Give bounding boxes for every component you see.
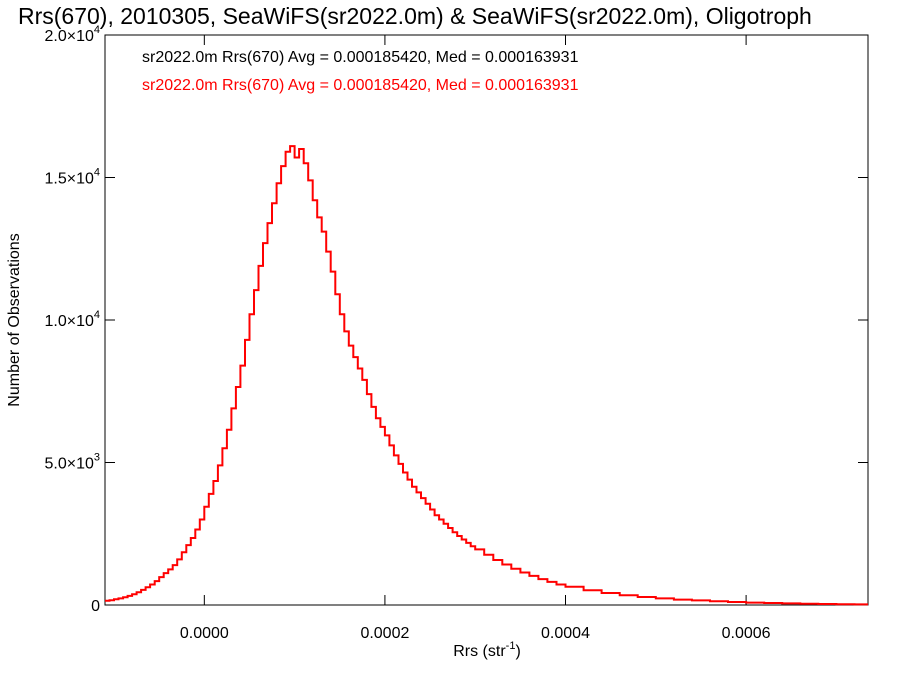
y-tick-label: 0 bbox=[91, 598, 100, 615]
x-tick-label: 0.0002 bbox=[360, 625, 409, 642]
plot-frame bbox=[104, 34, 869, 606]
y-tick-label: 1.5×104 bbox=[44, 167, 100, 188]
x-tick-label: 0.0004 bbox=[541, 625, 590, 642]
chart-title: Rrs(670), 2010305, SeaWiFS(sr2022.0m) & … bbox=[18, 3, 812, 29]
legend-entry-black: sr2022.0m Rrs(670) Avg = 0.000185420, Me… bbox=[142, 49, 579, 66]
y-tick-label: 2.0×104 bbox=[44, 24, 100, 45]
y-axis: 0 5.0×103 1.0×104 1.5×104 2.0×104 bbox=[44, 24, 868, 615]
x-tick-label: 0.0000 bbox=[180, 625, 229, 642]
x-tick-label: 0.0006 bbox=[722, 625, 771, 642]
histogram-series-line bbox=[105, 145, 868, 606]
x-axis: 0.0000 0.0002 0.0004 0.0006 bbox=[180, 35, 771, 642]
y-tick-label: 1.0×104 bbox=[44, 309, 100, 330]
x-axis-label: Rrs (str-1) bbox=[453, 640, 521, 660]
y-axis-label: Number of Observations bbox=[6, 233, 23, 406]
y-tick-label: 5.0×103 bbox=[44, 452, 100, 473]
legend-entry-red: sr2022.0m Rrs(670) Avg = 0.000185420, Me… bbox=[142, 77, 579, 94]
